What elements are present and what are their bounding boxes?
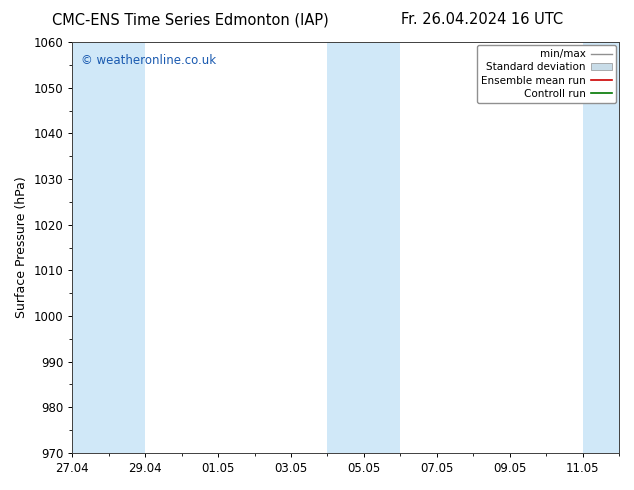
Bar [72, 42, 109, 453]
Text: Fr. 26.04.2024 16 UTC: Fr. 26.04.2024 16 UTC [401, 12, 563, 27]
Text: CMC-ENS Time Series Edmonton (IAP): CMC-ENS Time Series Edmonton (IAP) [52, 12, 328, 27]
Y-axis label: Surface Pressure (hPa): Surface Pressure (hPa) [15, 176, 28, 318]
Text: © weatheronline.co.uk: © weatheronline.co.uk [81, 54, 216, 68]
Legend: min/max, Standard deviation, Ensemble mean run, Controll run: min/max, Standard deviation, Ensemble me… [477, 45, 616, 103]
Bar [583, 42, 619, 453]
Bar [109, 42, 145, 453]
Bar [327, 42, 400, 453]
